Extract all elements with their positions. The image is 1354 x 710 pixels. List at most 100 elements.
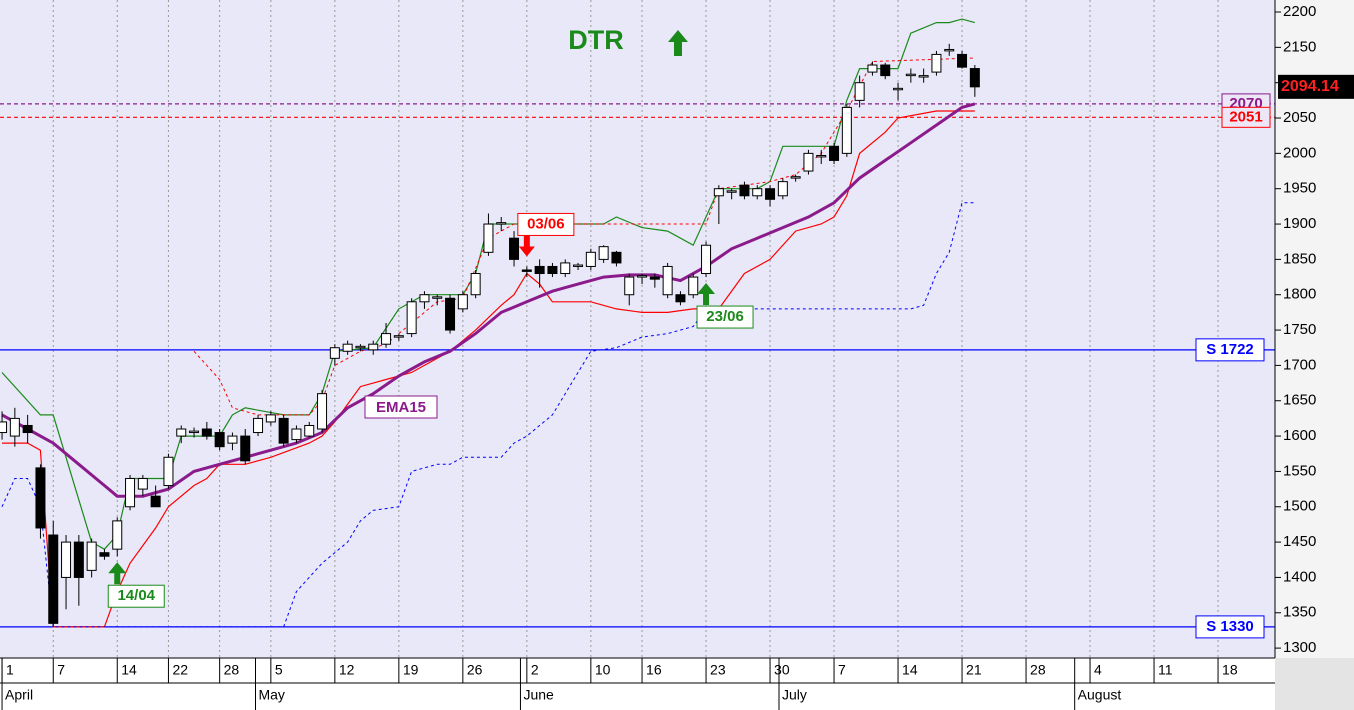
level-label-box (1195, 615, 1265, 639)
ema-label-box (364, 395, 438, 419)
x-tick-label: 19 (403, 662, 419, 678)
corner (1275, 658, 1354, 710)
x-tick-label: 30 (774, 662, 790, 678)
candle-body (265, 414, 276, 423)
x-tick-label: 14 (121, 662, 137, 678)
candle-body (432, 296, 443, 299)
candle-body (342, 343, 353, 352)
candle-body (214, 432, 225, 448)
candle-body (867, 64, 878, 73)
y-tick-label: 1400 (1283, 568, 1316, 585)
signal-label: 14/04 (117, 587, 155, 604)
x-tick-label: 7 (838, 662, 846, 678)
candle-body (662, 265, 673, 296)
candle-body (176, 428, 187, 437)
candle-body (752, 188, 763, 197)
candle-body (726, 190, 737, 193)
x-tick-label: 7 (57, 662, 65, 678)
candle-body (253, 417, 264, 434)
candle-body (880, 64, 891, 77)
level-label: 2051 (1229, 108, 1262, 125)
candle-body (739, 184, 750, 197)
candle-body (534, 265, 545, 275)
candle-body (483, 223, 494, 253)
x-tick-label: 12 (339, 662, 355, 678)
y-axis-background (1275, 0, 1354, 658)
level-label-box (1195, 338, 1265, 362)
candle-body (125, 477, 136, 508)
plot-background (0, 0, 1275, 658)
candle-body (547, 265, 558, 275)
month-label: June (523, 687, 554, 703)
candle-body (99, 552, 110, 557)
y-tick-label: 1850 (1283, 250, 1316, 267)
x-tick-label: 4 (1094, 662, 1102, 678)
candle-body (969, 68, 980, 88)
y-tick-label: 1950 (1283, 180, 1316, 197)
candle-body (22, 424, 33, 434)
y-tick-label: 1550 (1283, 462, 1316, 479)
candle-body (713, 188, 724, 197)
y-tick-label: 1800 (1283, 286, 1316, 303)
x-tick-label: 28 (1030, 662, 1046, 678)
candle-body (585, 251, 596, 267)
candle-body (393, 335, 404, 338)
candle-body (649, 276, 660, 280)
signal-box (696, 305, 754, 329)
candle-body (560, 262, 571, 275)
candle-body (624, 276, 635, 296)
candle-body (637, 275, 648, 278)
candle-body (777, 181, 788, 197)
x-tick-label: 18 (1222, 662, 1238, 678)
signal-label: 03/06 (527, 215, 565, 232)
candle-body (675, 294, 686, 303)
candle-body (688, 276, 699, 296)
candle-body (905, 73, 916, 77)
candle-body (765, 188, 776, 200)
candle-body (854, 82, 865, 101)
candle-body (355, 345, 366, 349)
y-tick-label: 1600 (1283, 427, 1316, 444)
candle-body (112, 520, 123, 550)
y-tick-label: 1650 (1283, 392, 1316, 409)
y-tick-label: 2150 (1283, 38, 1316, 55)
y-tick-label: 2200 (1283, 3, 1316, 20)
candle-body (521, 269, 532, 272)
month-label: August (1078, 687, 1122, 703)
month-label: April (5, 687, 33, 703)
candle-body (816, 154, 827, 158)
candle-body (944, 48, 955, 52)
plot-layer: EMA15 03/06 14/04 23/06 S 1722 S 1330 (0, 18, 1275, 639)
x-axis-background (0, 658, 1275, 710)
signal-arrow (108, 562, 127, 585)
x-tick-label: 5 (275, 662, 283, 678)
candle-body (701, 244, 712, 275)
x-tick-label: 21 (966, 662, 982, 678)
candle-body (150, 495, 161, 508)
title-arrow (668, 30, 688, 56)
month-label: July (782, 687, 807, 703)
candle-body (137, 477, 148, 490)
overlay-line (1, 202, 975, 628)
candle-body (86, 541, 97, 571)
signal-arrow (518, 234, 535, 257)
x-tick-label: 16 (646, 662, 662, 678)
candle-body (189, 430, 200, 434)
level-label: S 1330 (1206, 618, 1254, 635)
ema-label: EMA15 (376, 399, 426, 416)
candle-body (368, 343, 379, 351)
last-price-box (1278, 74, 1354, 99)
candle-body (73, 541, 84, 578)
y-tick-label: 1300 (1283, 639, 1316, 656)
candle-body (61, 541, 72, 578)
candle-body (9, 417, 20, 437)
y-tick-label: 2000 (1283, 144, 1316, 161)
candle-body (598, 246, 609, 260)
y-tick-label: 1500 (1283, 498, 1316, 515)
candle-body (496, 222, 507, 225)
candle-body (240, 435, 251, 462)
candle-body (457, 294, 468, 310)
x-tick-label: 10 (595, 662, 611, 678)
x-tick-label: 1 (6, 662, 14, 678)
y-tick-label: 2050 (1283, 109, 1316, 126)
